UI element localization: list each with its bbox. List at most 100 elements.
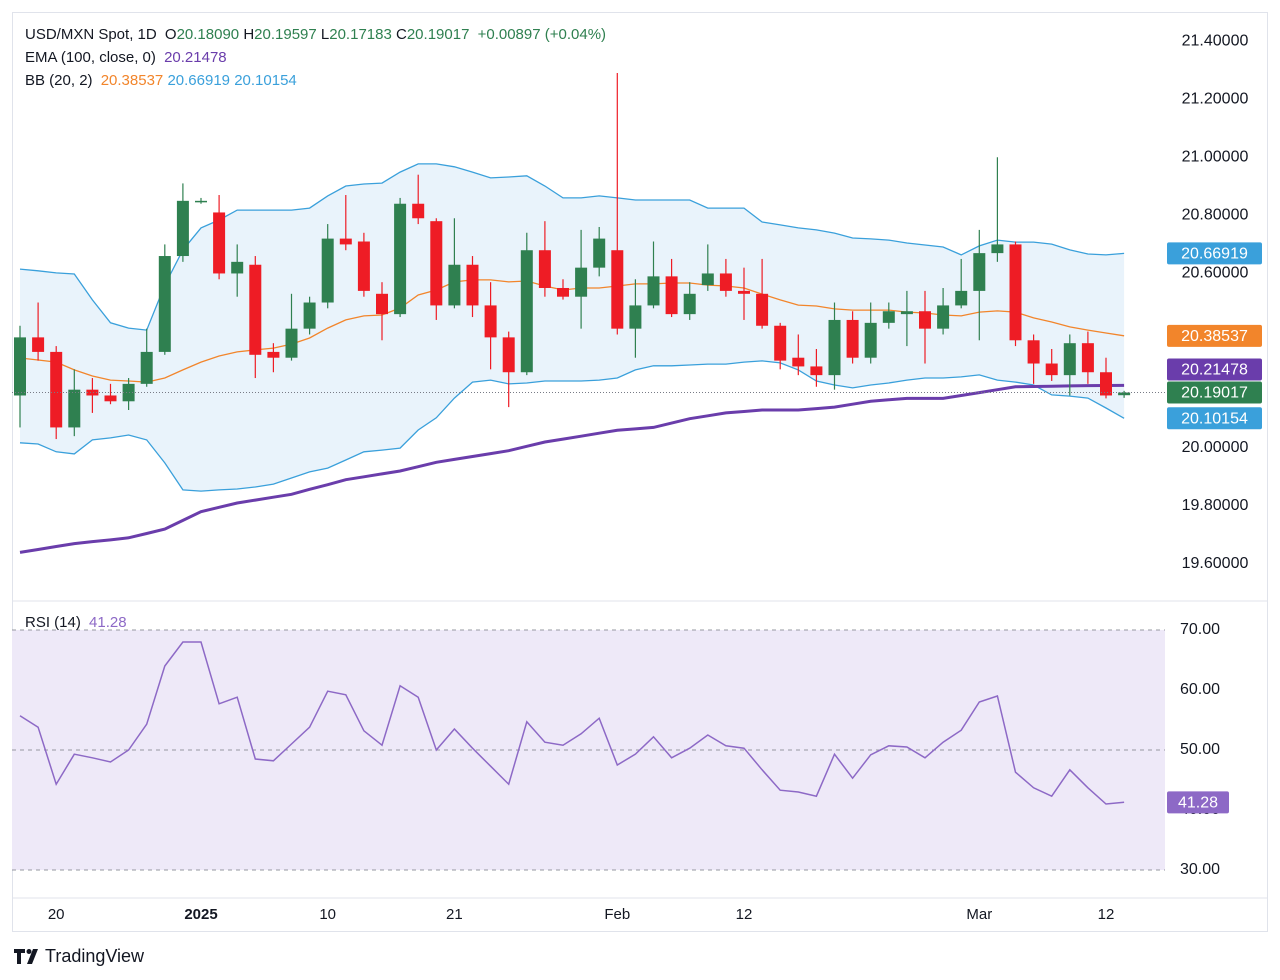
x-tick-label: 12	[736, 906, 753, 923]
candle-body	[756, 293, 769, 326]
ema-name: EMA (100, close, 0)	[25, 49, 156, 66]
candle-body	[557, 287, 569, 297]
x-tick-label: Feb	[604, 906, 630, 923]
candle-body	[1100, 372, 1112, 396]
logo-t	[14, 949, 25, 964]
candle-body	[1009, 244, 1022, 341]
candle-body	[122, 383, 135, 402]
ema-legend: EMA (100, close, 0) 20.21478	[25, 49, 227, 66]
candle-body	[828, 319, 841, 376]
y-tick-label: 21.00000	[1182, 148, 1249, 165]
candle-body	[1118, 392, 1131, 396]
candle-body	[339, 238, 352, 245]
candle-body	[430, 221, 443, 306]
y-tick-label: 21.20000	[1182, 90, 1249, 107]
price-tag	[1167, 407, 1262, 430]
candle-body	[937, 305, 950, 329]
candle-body	[104, 395, 117, 402]
y-tick-label: 19.80000	[1182, 497, 1249, 514]
candle-body	[195, 200, 207, 203]
candle-body	[140, 351, 153, 384]
candle-body	[502, 337, 515, 373]
bb-name: BB (20, 2)	[25, 72, 93, 89]
candle-body	[738, 290, 750, 294]
plot-layer: 21.40000 21.20000 21.00000 20.80000 20.60000…	[12, 32, 1262, 923]
candle-body	[412, 203, 425, 219]
y-tick-label: 70.00	[1180, 621, 1220, 638]
candle-body	[285, 328, 298, 358]
rsi-value: 41.28	[89, 614, 127, 631]
candle-body	[14, 337, 26, 396]
candle-body	[719, 273, 732, 291]
y-tick-label: 50.00	[1180, 741, 1220, 758]
candle-body	[520, 250, 533, 373]
high-value: 20.19597	[254, 26, 317, 43]
candle-body	[158, 256, 171, 352]
rsi-tag	[1167, 791, 1229, 814]
x-tick-label: 20	[48, 906, 65, 923]
x-tick-label: 21	[446, 906, 463, 923]
y-tick-label: 30.00	[1180, 861, 1220, 878]
rsi-line	[19, 641, 1125, 805]
candle-body	[68, 389, 81, 428]
key: O	[165, 26, 177, 43]
candle-body	[1045, 363, 1058, 376]
candle-body	[448, 264, 461, 306]
x-tick-label: Mar	[966, 906, 992, 923]
ema-value: 20.21478	[164, 49, 227, 66]
candle-body	[213, 212, 226, 274]
candle-body	[629, 305, 642, 329]
y-tick-label: 19.60000	[1182, 555, 1249, 572]
candle-body	[575, 267, 588, 297]
key: C	[396, 26, 407, 43]
price-tag-label: 20.21478	[1181, 362, 1248, 379]
bb-lower-value: 20.10154	[234, 72, 297, 89]
y-tick-label: 20.60000	[1182, 265, 1249, 282]
candle-body	[611, 250, 624, 329]
candle-body	[665, 276, 678, 315]
candle-body	[484, 305, 497, 338]
candle-body	[357, 241, 370, 291]
price-tag	[1167, 324, 1262, 347]
candle-body	[321, 238, 334, 303]
candle-body	[882, 311, 895, 323]
bb-upper-line	[19, 163, 1125, 331]
candle-body	[1063, 343, 1076, 376]
candle-body	[701, 273, 714, 286]
bb-middle-value: 20.38537	[101, 72, 164, 89]
candle-body	[538, 250, 551, 288]
brand: TradingView	[45, 946, 145, 966]
y-tick-label: 20.00000	[1182, 439, 1249, 456]
candle-body	[955, 290, 968, 306]
open-value: 20.18090	[177, 26, 240, 43]
legend-header: USD/MXN Spot, 1D O20.18090 H20.19597 L20…	[25, 26, 606, 631]
y-tick-label: 21.40000	[1182, 32, 1249, 49]
price-tag	[1167, 381, 1262, 404]
candle-body	[973, 253, 986, 291]
low-value: 20.17183	[329, 26, 392, 43]
candle-body	[176, 200, 189, 257]
candle-body	[50, 351, 63, 428]
price-tag-label: 20.66919	[1181, 246, 1248, 263]
logo: TradingView	[14, 946, 145, 966]
rsi-legend: RSI (14) 41.28	[25, 614, 127, 631]
candle-body	[466, 264, 479, 306]
candle-body	[919, 311, 931, 329]
candle-body	[32, 337, 45, 352]
price-tag	[1167, 242, 1262, 265]
symbol: USD/MXN Spot, 1D	[25, 26, 157, 43]
logo-dot	[26, 949, 32, 954]
y-tick-label: 60.00	[1180, 681, 1220, 698]
price-tag-label: 20.19017	[1181, 385, 1248, 402]
candle-body	[774, 325, 787, 361]
candle-body	[593, 238, 606, 268]
candle-body	[846, 319, 859, 358]
bb-lower-line	[19, 360, 1125, 492]
ohlc-legend: USD/MXN Spot, 1D O20.18090 H20.19597 L20…	[25, 26, 606, 43]
candle-body	[267, 351, 280, 358]
key: L	[321, 26, 329, 43]
close-value: 20.19017	[407, 26, 470, 43]
candle-body	[683, 293, 696, 315]
candle-body	[1027, 340, 1040, 364]
